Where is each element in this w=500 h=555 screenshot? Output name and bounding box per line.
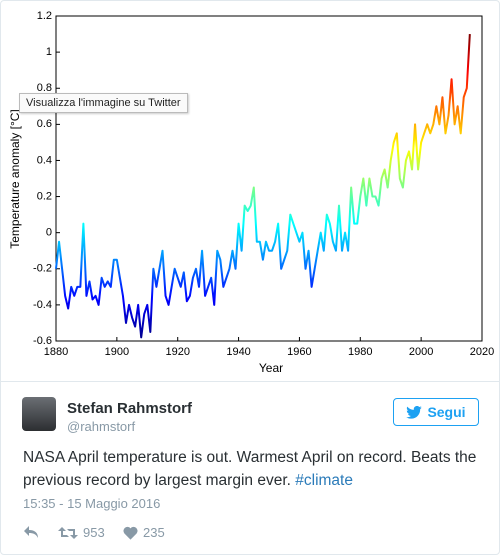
reply-icon [24, 526, 38, 538]
plot-frame [55, 15, 483, 342]
avatar[interactable] [22, 397, 56, 431]
y-tick-label: 0.6 [37, 118, 52, 130]
x-axis-label: Year [259, 361, 283, 375]
author-name[interactable]: Stefan Rahmstorf [67, 400, 193, 417]
retweet-count: 953 [83, 525, 105, 540]
tweet: Stefan Rahmstorf @rahmstorf Segui NASA A… [1, 381, 499, 554]
tweet-body: NASA April temperature is out. Warmest A… [23, 449, 477, 489]
like-count: 235 [143, 525, 165, 540]
retweet-icon [58, 526, 78, 539]
y-tick-label: 0.2 [37, 190, 52, 202]
y-tick-label: -0.2 [33, 263, 52, 275]
y-tick-label: 1.2 [37, 10, 52, 22]
follow-label: Segui [427, 404, 466, 420]
y-tick-label: 0.8 [37, 82, 52, 94]
follow-button[interactable]: Segui [393, 398, 479, 426]
y-tick-label: 1 [46, 46, 52, 58]
x-tick-label: 1880 [44, 346, 68, 358]
y-tick-label: -0.6 [33, 335, 52, 347]
tweet-text: NASA April temperature is out. Warmest A… [23, 446, 483, 492]
x-tick-label: 1900 [105, 346, 129, 358]
hashtag[interactable]: #climate [295, 472, 353, 489]
x-tick-label: 1960 [287, 346, 311, 358]
reply-button[interactable] [23, 525, 39, 539]
timestamp[interactable]: 15:35 - 15 Maggio 2016 [23, 496, 161, 511]
x-tick-label: 2020 [470, 346, 494, 358]
like-button[interactable]: 235 [123, 525, 165, 540]
y-tick-label: 0 [46, 227, 52, 239]
x-tick-label: 2000 [409, 346, 433, 358]
author-handle[interactable]: @rahmstorf [67, 419, 136, 434]
retweet-button[interactable]: 953 [58, 525, 105, 540]
y-tick-label: -0.4 [33, 299, 52, 311]
chart: Year Temperature anomaly [°C] -0.6 -0.4 -0… [8, 10, 494, 375]
y-tick-label: 0.4 [37, 154, 52, 166]
heart-icon [123, 526, 138, 540]
temperature-line [55, 33, 471, 339]
bird-icon [406, 405, 423, 419]
y-axis-label: Temperature anomaly [°C] [8, 109, 22, 249]
tooltip: Visualizza l'immagine su Twitter [19, 93, 188, 113]
x-tick-label: 1980 [348, 346, 372, 358]
x-tick-label: 1940 [226, 346, 250, 358]
x-tick-label: 1920 [165, 346, 189, 358]
